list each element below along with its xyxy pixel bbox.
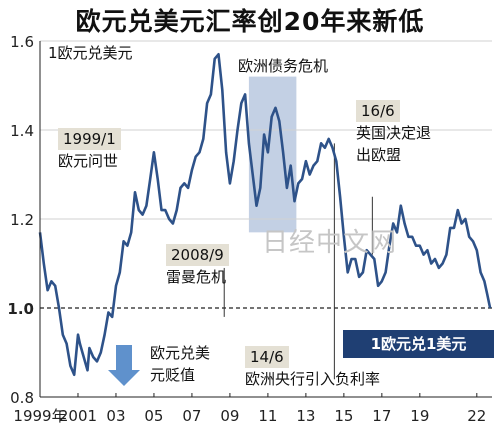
annotation-euro-depreciation-line1: 欧元兑美 xyxy=(150,344,211,362)
annotation-brexit-line1: 英国决定退 xyxy=(356,124,432,142)
x-tick-label: 03 xyxy=(106,407,125,425)
x-tick-label: 07 xyxy=(182,407,201,425)
x-tick-label: 09 xyxy=(220,407,239,425)
chart-title: 欧元兑美元汇率创20年来新低 xyxy=(75,7,425,36)
annotation-brexit-date: 16/6 xyxy=(356,100,400,122)
y-tick-label: 1.6 xyxy=(10,33,34,51)
annotation-negative-rate: 14/6 欧洲央行引入负利率 xyxy=(245,346,380,390)
y-tick-label: 1.0 xyxy=(7,300,34,318)
annotation-euro-launch-date: 1999/1 xyxy=(58,128,121,150)
x-tick-label: 05 xyxy=(144,407,163,425)
annotation-euro-launch: 1999/1 欧元问世 xyxy=(58,128,121,172)
axes xyxy=(39,41,492,398)
annotation-debt-crisis: 欧洲债务危机 xyxy=(238,57,329,75)
x-tick-label: 19 xyxy=(410,407,429,425)
x-tick-label: 1999年 xyxy=(13,407,66,425)
annotation-brexit: 16/6 英国决定退 出欧盟 xyxy=(356,100,431,166)
annotation-euro-depreciation: 欧元兑美 元贬值 xyxy=(150,342,210,386)
annotation-lehman-text: 雷曼危机 xyxy=(166,268,227,286)
x-tick-label: 22 xyxy=(467,407,486,425)
watermark: 日经中文网 xyxy=(262,228,398,258)
annotation-negative-rate-date: 14/6 xyxy=(245,346,289,368)
x-tick-label: 17 xyxy=(372,407,391,425)
debt-crisis-shaded-band xyxy=(248,76,297,233)
annotation-lehman: 2008/9 雷曼危机 xyxy=(166,244,229,288)
x-tick-label: 15 xyxy=(334,407,353,425)
parity-badge: 1欧元兑1美元 xyxy=(343,330,494,358)
y-tick-label: 0.8 xyxy=(10,389,34,407)
annotation-euro-launch-text: 欧元问世 xyxy=(58,152,119,170)
eur-usd-series-line xyxy=(38,53,492,377)
annotation-euro-depreciation-line2: 元贬值 xyxy=(150,366,196,384)
y-tick-label: 1.4 xyxy=(10,122,34,140)
y-tick-labels: 0.8 1.0 1.2 1.4 1.6 xyxy=(7,33,34,407)
down-arrow-icon xyxy=(108,345,140,386)
y-axis-label: 1欧元兑美元 xyxy=(48,44,133,62)
annotation-negative-rate-text: 欧洲央行引入负利率 xyxy=(245,370,381,388)
x-tick-label: 2001 xyxy=(59,407,97,425)
annotation-lehman-date: 2008/9 xyxy=(166,244,229,266)
y-tick-label: 1.2 xyxy=(10,211,34,229)
x-tick-label: 11 xyxy=(258,407,277,425)
annotation-brexit-line2: 出欧盟 xyxy=(356,146,402,164)
x-tick-label: 13 xyxy=(296,407,315,425)
